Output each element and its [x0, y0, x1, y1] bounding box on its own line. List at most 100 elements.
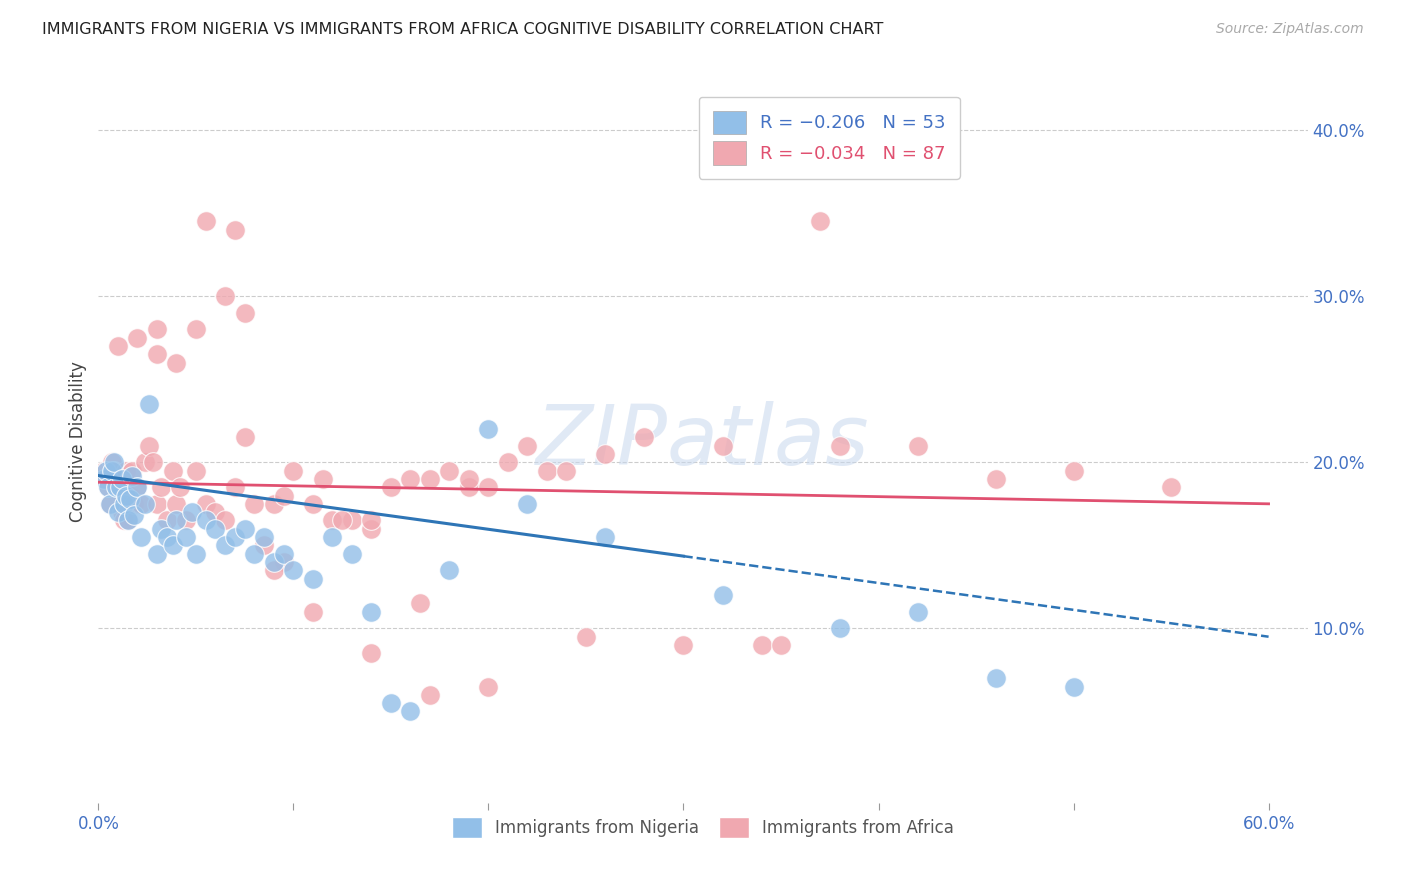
Point	[156, 513, 179, 527]
Point	[253, 538, 276, 552]
Point	[112, 513, 135, 527]
Point	[380, 696, 402, 710]
Point	[114, 464, 136, 478]
Point	[224, 223, 246, 237]
Point	[104, 480, 127, 494]
Point	[146, 347, 169, 361]
Point	[321, 530, 343, 544]
Point	[243, 497, 266, 511]
Legend: Immigrants from Nigeria, Immigrants from Africa: Immigrants from Nigeria, Immigrants from…	[446, 810, 960, 845]
Point	[224, 480, 246, 494]
Point	[169, 480, 191, 494]
Point	[1160, 480, 1182, 494]
Point	[1063, 680, 1085, 694]
Point	[104, 480, 127, 494]
Point	[477, 680, 499, 694]
Point	[477, 480, 499, 494]
Point	[243, 547, 266, 561]
Text: Source: ZipAtlas.com: Source: ZipAtlas.com	[1216, 22, 1364, 37]
Point	[711, 588, 734, 602]
Point	[114, 489, 136, 503]
Point	[162, 464, 184, 478]
Point	[174, 513, 197, 527]
Point	[283, 563, 305, 577]
Point	[575, 630, 598, 644]
Point	[828, 621, 851, 635]
Point	[439, 563, 461, 577]
Point	[93, 464, 115, 478]
Point	[321, 513, 343, 527]
Point	[253, 530, 276, 544]
Y-axis label: Cognitive Disability: Cognitive Disability	[69, 361, 87, 522]
Point	[273, 547, 295, 561]
Point	[439, 464, 461, 478]
Point	[108, 472, 131, 486]
Point	[117, 513, 139, 527]
Point	[263, 555, 285, 569]
Point	[380, 480, 402, 494]
Point	[101, 455, 124, 469]
Point	[419, 472, 441, 486]
Point	[516, 497, 538, 511]
Point	[399, 705, 422, 719]
Text: ZIPatlas: ZIPatlas	[536, 401, 870, 482]
Point	[184, 547, 207, 561]
Point	[984, 671, 1007, 685]
Point	[194, 214, 217, 228]
Point	[399, 472, 422, 486]
Point	[360, 605, 382, 619]
Point	[477, 422, 499, 436]
Point	[107, 480, 129, 494]
Point	[138, 439, 160, 453]
Point	[672, 638, 695, 652]
Point	[263, 563, 285, 577]
Point	[117, 513, 139, 527]
Point	[340, 547, 363, 561]
Point	[165, 497, 187, 511]
Point	[98, 497, 121, 511]
Point	[633, 430, 655, 444]
Point	[184, 322, 207, 336]
Point	[214, 538, 236, 552]
Point	[751, 638, 773, 652]
Point	[138, 397, 160, 411]
Point	[122, 497, 145, 511]
Point	[146, 322, 169, 336]
Point	[273, 555, 295, 569]
Point	[174, 530, 197, 544]
Point	[149, 480, 172, 494]
Point	[302, 605, 325, 619]
Point	[111, 472, 134, 486]
Point	[107, 339, 129, 353]
Point	[96, 464, 118, 478]
Point	[204, 522, 226, 536]
Point	[127, 480, 149, 494]
Point	[595, 530, 617, 544]
Point	[283, 464, 305, 478]
Point	[419, 688, 441, 702]
Point	[165, 356, 187, 370]
Point	[93, 472, 115, 486]
Point	[165, 513, 187, 527]
Point	[98, 497, 121, 511]
Point	[330, 513, 353, 527]
Point	[122, 508, 145, 523]
Point	[360, 513, 382, 527]
Point	[134, 455, 156, 469]
Point	[194, 513, 217, 527]
Point	[184, 464, 207, 478]
Point	[1063, 464, 1085, 478]
Point	[263, 497, 285, 511]
Point	[131, 530, 153, 544]
Point	[214, 289, 236, 303]
Point	[233, 430, 256, 444]
Point	[711, 439, 734, 453]
Point	[536, 464, 558, 478]
Point	[101, 464, 124, 478]
Point	[907, 605, 929, 619]
Point	[233, 306, 256, 320]
Point	[96, 472, 118, 486]
Point	[204, 505, 226, 519]
Point	[103, 464, 125, 478]
Point	[127, 331, 149, 345]
